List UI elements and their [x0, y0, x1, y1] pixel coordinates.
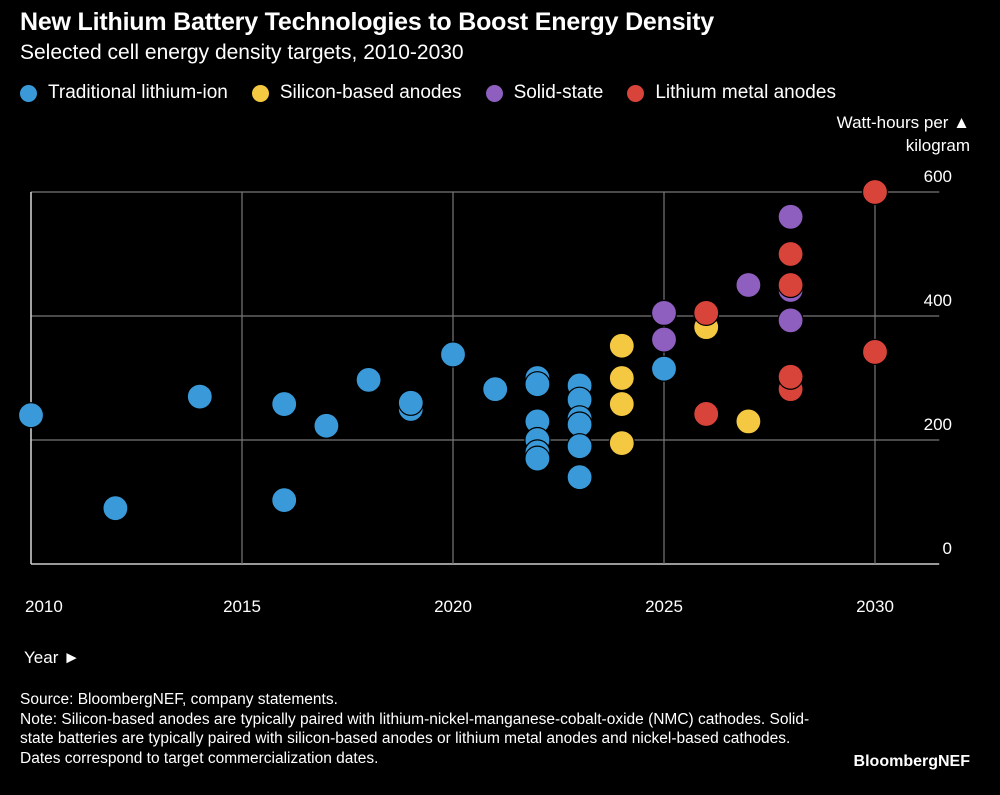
explanatory-note: Note: Silicon-based anodes are typically…: [20, 710, 810, 767]
point-silicon-based-anodes-3: [608, 430, 635, 457]
legend-item-solid-state: Solid-state: [485, 82, 604, 104]
point-traditional-lithium-ion-4: [271, 487, 298, 514]
legend-swatch-lithium-metal-anodes: [627, 84, 645, 102]
point-lithium-metal-anodes-5: [777, 363, 804, 390]
data-points: [17, 178, 889, 522]
point-silicon-based-anodes-0: [608, 332, 635, 359]
brand-logo: BloombergNEF: [853, 753, 970, 770]
point-silicon-based-anodes-5: [735, 408, 762, 435]
legend-label-lithium-metal-anodes: Lithium metal anodes: [655, 82, 836, 103]
point-traditional-lithium-ion-16: [524, 445, 551, 472]
x-axis-label: Year ►: [24, 648, 80, 667]
chart-title: New Lithium Battery Technologies to Boos…: [20, 8, 714, 36]
source-note: Source: BloombergNEF, company statements…: [20, 691, 338, 708]
x-tick-label-2015: 2015: [223, 597, 261, 616]
point-traditional-lithium-ion-21: [566, 433, 593, 460]
point-traditional-lithium-ion-10: [482, 376, 509, 403]
legend-label-silicon-based-anodes: Silicon-based anodes: [279, 82, 462, 103]
x-tick-label-2030: 2030: [856, 597, 894, 616]
footer-notes: Source: BloombergNEF, company statements…: [20, 690, 810, 768]
legend: Traditional lithium-ion Silicon-based an…: [20, 82, 860, 104]
point-solid-state-0: [650, 299, 678, 326]
point-lithium-metal-anodes-3: [777, 271, 804, 299]
point-lithium-metal-anodes-2: [777, 240, 804, 268]
point-traditional-lithium-ion-6: [355, 366, 382, 393]
point-traditional-lithium-ion-5: [313, 412, 340, 439]
point-traditional-lithium-ion-22: [566, 464, 593, 491]
point-lithium-metal-anodes-0: [693, 299, 720, 326]
legend-item-silicon-based-anodes: Silicon-based anodes: [251, 82, 462, 104]
y-tick-label-0: 0: [943, 539, 952, 558]
point-silicon-based-anodes-1: [608, 364, 635, 392]
point-lithium-metal-anodes-1: [693, 400, 720, 428]
y-tick-label-200: 200: [924, 415, 952, 434]
x-tick-label-2020: 2020: [434, 597, 472, 616]
point-lithium-metal-anodes-7: [861, 338, 889, 366]
point-traditional-lithium-ion-3: [271, 390, 298, 418]
chart-subtitle: Selected cell energy density targets, 20…: [20, 41, 464, 64]
point-traditional-lithium-ion-0: [17, 402, 45, 429]
y-tick-label-400: 400: [924, 291, 952, 310]
point-solid-state-2: [735, 271, 762, 299]
legend-item-traditional-lithium-ion: Traditional lithium-ion: [20, 82, 228, 104]
point-solid-state-3: [777, 203, 804, 230]
point-silicon-based-anodes-2: [608, 390, 635, 418]
point-traditional-lithium-ion-12: [524, 371, 551, 398]
tick-labels: 0 200 400 600 2010 2015 2020 2025 2030: [25, 167, 952, 616]
legend-label-solid-state: Solid-state: [513, 82, 604, 103]
legend-label-traditional-lithium-ion: Traditional lithium-ion: [48, 82, 228, 103]
point-traditional-lithium-ion-9: [439, 341, 467, 368]
legend-swatch-silicon-based-anodes: [251, 84, 269, 102]
y-tick-label-600: 600: [924, 167, 952, 186]
x-tick-label-2010: 2010: [25, 597, 63, 616]
point-solid-state-1: [650, 326, 678, 353]
legend-swatch-solid-state: [485, 84, 503, 102]
point-lithium-metal-anodes-6: [861, 178, 889, 206]
y-axis-label: Watt-hours per ▲ kilogram: [836, 113, 970, 155]
point-traditional-lithium-ion-1: [102, 495, 129, 522]
point-traditional-lithium-ion-8: [397, 389, 424, 416]
legend-swatch-traditional-lithium-ion: [20, 84, 37, 102]
x-tick-label-2025: 2025: [645, 597, 683, 616]
point-traditional-lithium-ion-23: [650, 355, 678, 382]
legend-item-lithium-metal-anodes: Lithium metal anodes: [627, 82, 836, 104]
point-solid-state-5: [777, 307, 804, 334]
point-traditional-lithium-ion-2: [186, 383, 213, 410]
